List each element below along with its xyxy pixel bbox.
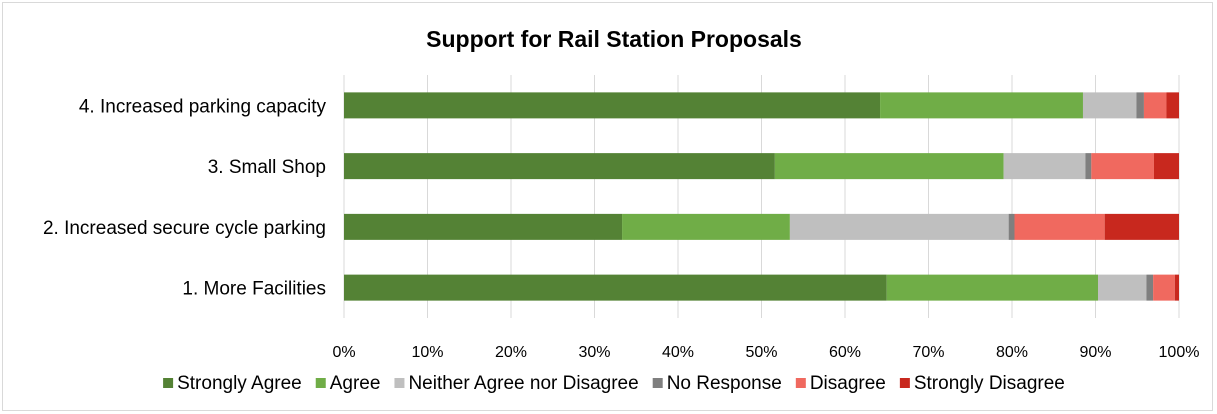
- legend-label: Disagree: [810, 373, 886, 394]
- bar-segment: [622, 213, 790, 240]
- bar-segment: [1143, 92, 1167, 119]
- legend-label: Strongly Agree: [177, 373, 302, 394]
- bar-segment: [1003, 153, 1086, 180]
- legend-swatch: [795, 378, 806, 388]
- legend-item: Strongly Disagree: [899, 373, 1065, 394]
- legend-item: Neither Agree nor Disagree: [394, 373, 639, 394]
- legend-item: No Response: [652, 373, 782, 394]
- bar-segment: [1174, 274, 1179, 301]
- legend-swatch: [652, 378, 663, 388]
- x-tick-label: 60%: [829, 344, 861, 361]
- bar-segment: [880, 92, 1083, 119]
- x-tick-label: 70%: [912, 344, 944, 361]
- legend-label: Neither Agree nor Disagree: [408, 373, 638, 394]
- bar-segment: [1146, 274, 1154, 301]
- x-tick-label: 20%: [495, 344, 527, 361]
- x-tick-labels: 0% 10% 20% 30% 40% 50% 60% 70% 80% 90% 100%: [332, 344, 1199, 361]
- bar-segment: [344, 92, 881, 119]
- bar-segment: [1091, 153, 1154, 180]
- bars: [344, 92, 1179, 301]
- bar-segment: [1082, 92, 1137, 119]
- legend-label: Agree: [330, 373, 381, 394]
- legend-swatch: [394, 378, 405, 388]
- legend-item: Agree: [315, 373, 381, 394]
- x-tick-label: 0%: [332, 344, 355, 361]
- category-label: 3. Small Shop: [208, 157, 326, 178]
- legend-item: Disagree: [795, 373, 886, 394]
- bar-segment: [1014, 213, 1105, 240]
- bar-segment: [1104, 213, 1179, 240]
- bar-segment: [1153, 274, 1175, 301]
- bar-segment: [344, 274, 887, 301]
- bar-segment: [1153, 153, 1179, 180]
- bar-segment: [886, 274, 1099, 301]
- legend-item: Strongly Agree: [163, 373, 302, 394]
- legend: Strongly Agree Agree Neither Agree nor Dis…: [163, 373, 1065, 394]
- legend-swatch: [163, 378, 174, 388]
- bar-segment: [344, 213, 623, 240]
- category-label: 2. Increased secure cycle parking: [43, 218, 326, 239]
- bar-segment: [789, 213, 1009, 240]
- bar-segment: [1136, 92, 1144, 119]
- x-tick-label: 90%: [1079, 344, 1111, 361]
- x-tick-label: 50%: [745, 344, 777, 361]
- category-labels: 1. More Facilities 2. Increased secure cy…: [43, 96, 327, 299]
- x-tick-label: 80%: [996, 344, 1028, 361]
- bar-segment: [1166, 92, 1179, 119]
- legend-swatch: [315, 378, 326, 388]
- category-label: 1. More Facilities: [182, 279, 326, 300]
- x-tick-label: 30%: [578, 344, 610, 361]
- bar-segment: [1098, 274, 1147, 301]
- legend-label: Strongly Disagree: [914, 373, 1065, 394]
- legend-swatch: [899, 378, 910, 388]
- x-tick-label: 100%: [1159, 344, 1200, 361]
- x-tick-label: 40%: [662, 344, 694, 361]
- chart-title: Support for Rail Station Proposals: [426, 26, 802, 52]
- bar-segment: [774, 153, 1004, 180]
- bar-segment: [344, 153, 775, 180]
- bar-segment: [1008, 213, 1015, 240]
- x-tick-label: 10%: [411, 344, 443, 361]
- category-label: 4. Increased parking capacity: [79, 96, 327, 117]
- legend-label: No Response: [667, 373, 782, 394]
- bar-segment: [1085, 153, 1092, 180]
